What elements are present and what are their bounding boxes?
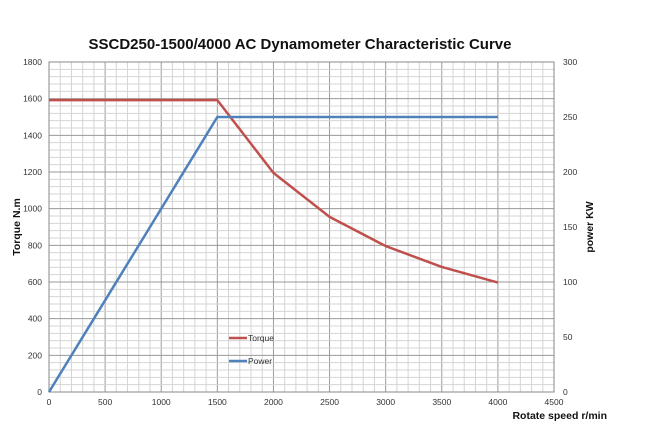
chart-title: SSCD250-1500/4000 AC Dynamometer Charact… <box>89 36 512 53</box>
y2-tick-label: 150 <box>563 222 577 232</box>
y-tick-label: 800 <box>28 240 42 250</box>
y-tick-label: 1600 <box>23 94 42 104</box>
y2-tick-label: 50 <box>563 332 573 342</box>
x-tick-label: 1000 <box>152 397 171 407</box>
y-tick-label: 1400 <box>23 130 42 140</box>
legend-torque-label: Torque <box>248 333 274 343</box>
x-tick-label: 3500 <box>432 397 451 407</box>
x-axis-label: Rotate speed r/min <box>512 410 607 422</box>
tick-labels: 0 500 1000 1500 2000 2500 3000 3500 4000 45000200… <box>23 57 577 407</box>
plot-area-border <box>48 61 555 393</box>
x-tick-label: 1500 <box>208 397 227 407</box>
x-tick-label: 2000 <box>264 397 283 407</box>
x-tick-label: 500 <box>98 397 112 407</box>
grid <box>48 61 555 393</box>
y2-tick-label: 250 <box>563 112 577 122</box>
y2-tick-label: 0 <box>563 387 568 397</box>
legend-power-label: Power <box>248 356 272 366</box>
y2-axis-label: power KW <box>584 201 596 252</box>
y-axis-label: Torque N.m <box>11 198 23 256</box>
series-line-power <box>47 115 498 393</box>
x-tick-label: 4500 <box>545 397 564 407</box>
x-tick-label: 2500 <box>320 397 339 407</box>
x-tick-label: 3000 <box>376 397 395 407</box>
y2-tick-label: 300 <box>563 57 577 67</box>
x-tick-label: 0 <box>47 397 52 407</box>
series-lines <box>47 98 499 393</box>
y-tick-label: 1800 <box>23 57 42 67</box>
y-tick-label: 400 <box>28 314 42 324</box>
legend: Torque Power <box>229 333 274 366</box>
y2-tick-label: 200 <box>563 167 577 177</box>
x-tick-label: 4000 <box>488 397 507 407</box>
y-tick-label: 600 <box>28 277 42 287</box>
y-tick-label: 200 <box>28 350 42 360</box>
y2-tick-label: 100 <box>563 277 577 287</box>
series-line-torque <box>49 98 499 284</box>
y-tick-label: 1200 <box>23 167 42 177</box>
y-tick-label: 0 <box>37 387 42 397</box>
y-tick-label: 1000 <box>23 204 42 214</box>
